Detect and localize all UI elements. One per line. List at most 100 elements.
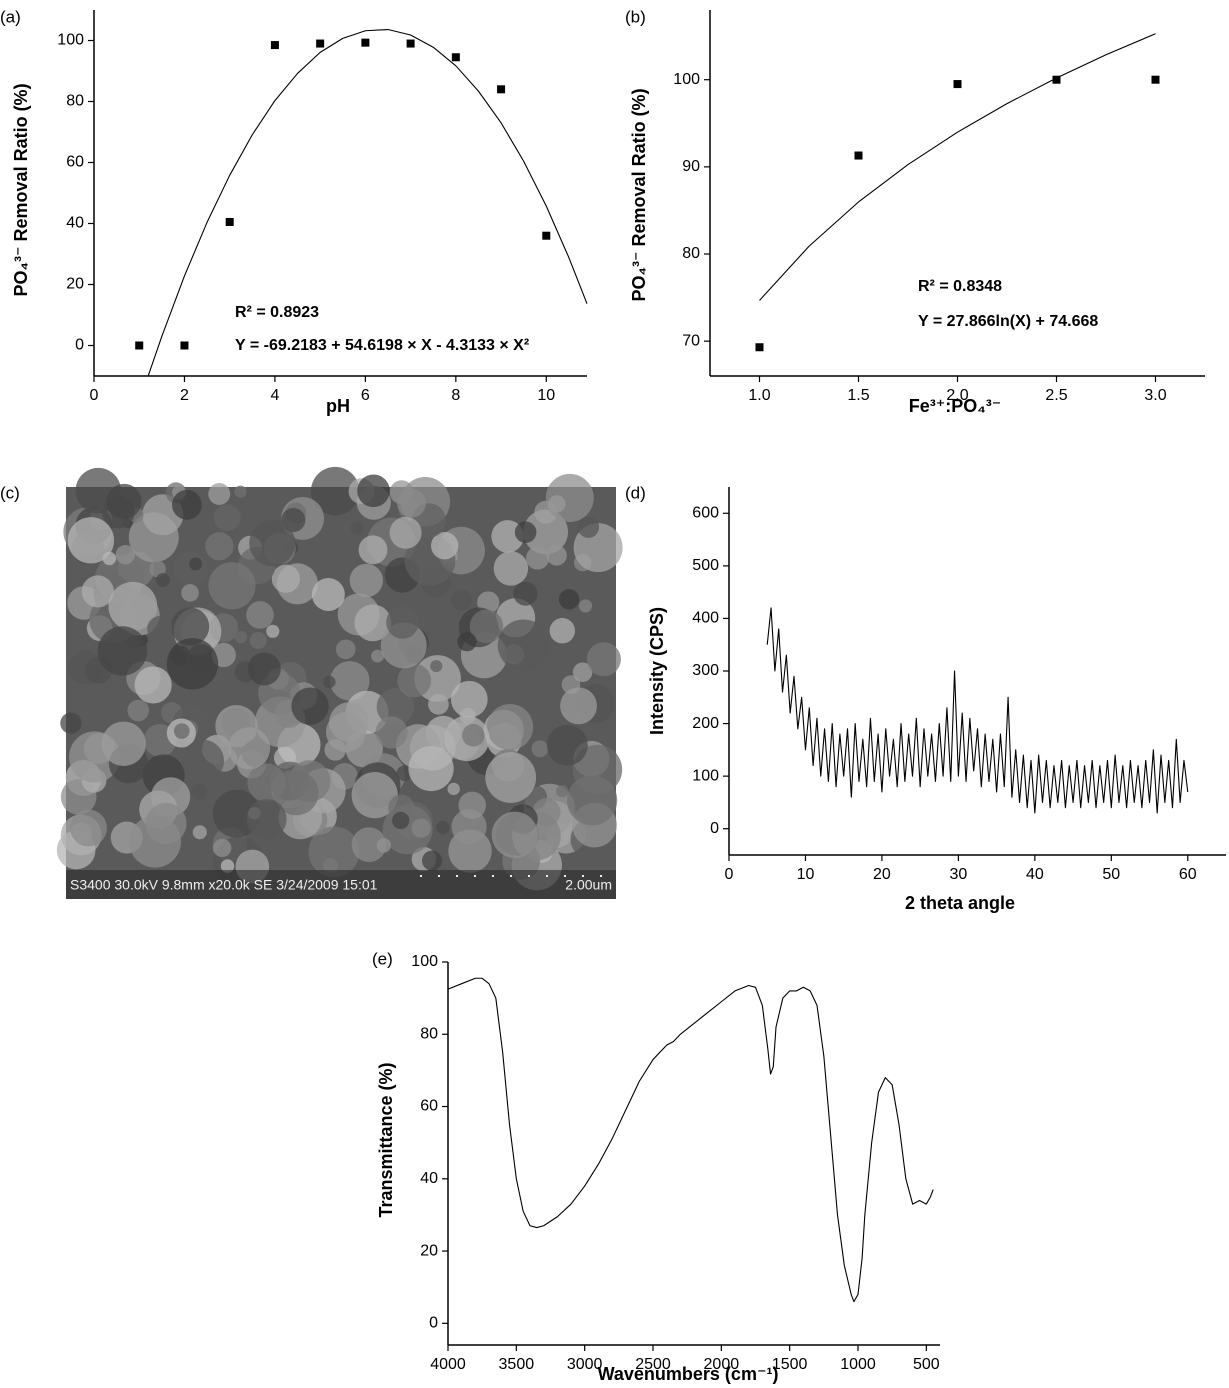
- y-tick-label: 40: [420, 1170, 438, 1187]
- y-tick-label: 200: [692, 715, 719, 732]
- x-axis-title: pH: [326, 396, 350, 416]
- sem-particle: [145, 802, 187, 845]
- sem-particle: [376, 688, 415, 726]
- y-tick-label: 20: [420, 1242, 438, 1259]
- sem-particle: [249, 520, 296, 567]
- sem-particle: [386, 606, 419, 639]
- sem-particle: [526, 546, 550, 570]
- x-tick-label: 6: [361, 387, 370, 404]
- y-tick-label: 20: [66, 276, 84, 293]
- sem-particle: [549, 618, 576, 644]
- sem-particle: [308, 826, 360, 878]
- sem-particle: [397, 663, 432, 698]
- sem-particle: [451, 589, 473, 611]
- sem-particle: [560, 687, 597, 725]
- data-line: [147, 28, 588, 376]
- data-point: [180, 341, 189, 350]
- sem-particle: [523, 509, 569, 555]
- sem-particle: [208, 562, 256, 610]
- panel-label: (a): [0, 7, 21, 26]
- y-axis-title: PO₄³⁻ Removal Ratio (%): [11, 83, 31, 296]
- data-point: [953, 80, 962, 89]
- sem-particle: [166, 638, 219, 690]
- sem-particle: [411, 818, 431, 838]
- x-tick-label: 60: [1179, 866, 1197, 883]
- sem-particle: [246, 799, 287, 840]
- sem-particle: [291, 687, 329, 725]
- x-tick-label: 10: [797, 866, 815, 883]
- y-tick-label: 500: [692, 557, 719, 574]
- sem-particle: [189, 557, 203, 571]
- sem-particle: [493, 551, 529, 586]
- x-axis-title: Wavenumbers (cm⁻¹): [598, 1364, 779, 1384]
- data-point: [270, 41, 279, 50]
- sem-particle: [450, 680, 488, 718]
- x-tick-label: 50: [1102, 866, 1120, 883]
- y-axis-title: Intensity (CPS): [647, 607, 667, 735]
- sem-particle: [486, 704, 534, 751]
- sem-particle: [171, 607, 210, 646]
- data-point: [316, 39, 325, 48]
- x-tick-label: 1500: [772, 1356, 808, 1373]
- x-tick-label: 4: [270, 387, 279, 404]
- x-tick-label: 1.5: [847, 387, 869, 404]
- sem-particle: [462, 724, 485, 747]
- sem-particle: [497, 619, 550, 671]
- data-point: [542, 231, 551, 240]
- x-tick-label: 3000: [567, 1356, 603, 1373]
- y-tick-label: 100: [57, 32, 84, 49]
- x-tick-label: 2500: [635, 1356, 671, 1373]
- sem-particle: [70, 809, 107, 847]
- y-tick-label: 0: [429, 1315, 438, 1332]
- sem-particle: [577, 516, 600, 538]
- x-tick-label: 3.0: [1144, 387, 1166, 404]
- sem-particle: [325, 711, 367, 753]
- data-point: [1052, 75, 1061, 84]
- annotation: Y = 27.866ln(X) + 74.668: [918, 313, 1098, 330]
- sem-particle: [548, 495, 566, 513]
- data-point: [854, 151, 863, 160]
- sem-particle: [234, 630, 248, 644]
- sem-particle: [172, 489, 202, 520]
- sem-particle: [212, 838, 232, 858]
- x-tick-label: 30: [949, 866, 967, 883]
- x-tick-label: 2: [180, 387, 189, 404]
- sem-particle: [396, 765, 413, 782]
- sem-particle: [249, 631, 267, 650]
- sem-particles: [56, 466, 623, 891]
- panel-label: (e): [372, 949, 393, 968]
- panel-label: (c): [0, 483, 20, 502]
- data-point: [755, 343, 764, 352]
- sem-particle: [358, 535, 388, 565]
- sem-particle: [546, 724, 588, 766]
- x-tick-label: 3500: [499, 1356, 535, 1373]
- sem-particle: [558, 589, 580, 610]
- sem-image: S3400 30.0kV 9.8mm x20.0k SE 3/24/2009 1…: [0, 466, 623, 899]
- data-point: [361, 38, 370, 47]
- sem-particle: [173, 551, 209, 587]
- sem-particle: [408, 745, 454, 792]
- y-axis-title: Transmittance (%): [376, 1062, 396, 1217]
- sem-particle: [572, 662, 593, 682]
- sem-particle: [349, 563, 383, 598]
- sem-particle: [578, 599, 593, 613]
- sem-particle: [397, 488, 426, 518]
- panel-label: (d): [625, 483, 646, 502]
- sem-caption: S3400 30.0kV 9.8mm x20.0k SE 3/24/2009 1…: [70, 877, 378, 893]
- x-axis-title: 2 theta angle: [905, 893, 1015, 913]
- y-tick-label: 40: [66, 215, 84, 232]
- sem-particle: [115, 545, 136, 565]
- x-tick-label: 8: [451, 387, 460, 404]
- data-point: [225, 217, 234, 226]
- sem-particle: [354, 604, 392, 642]
- annotation: R² = 0.8923: [235, 304, 319, 321]
- sem-particle: [428, 693, 449, 715]
- x-tick-label: 2.0: [946, 387, 968, 404]
- y-tick-label: 80: [66, 93, 84, 110]
- sem-particle: [335, 639, 356, 660]
- x-tick-label: 2000: [704, 1356, 740, 1373]
- sem-particle: [192, 825, 207, 840]
- x-tick-label: 40: [1026, 866, 1044, 883]
- sem-particle: [213, 504, 241, 532]
